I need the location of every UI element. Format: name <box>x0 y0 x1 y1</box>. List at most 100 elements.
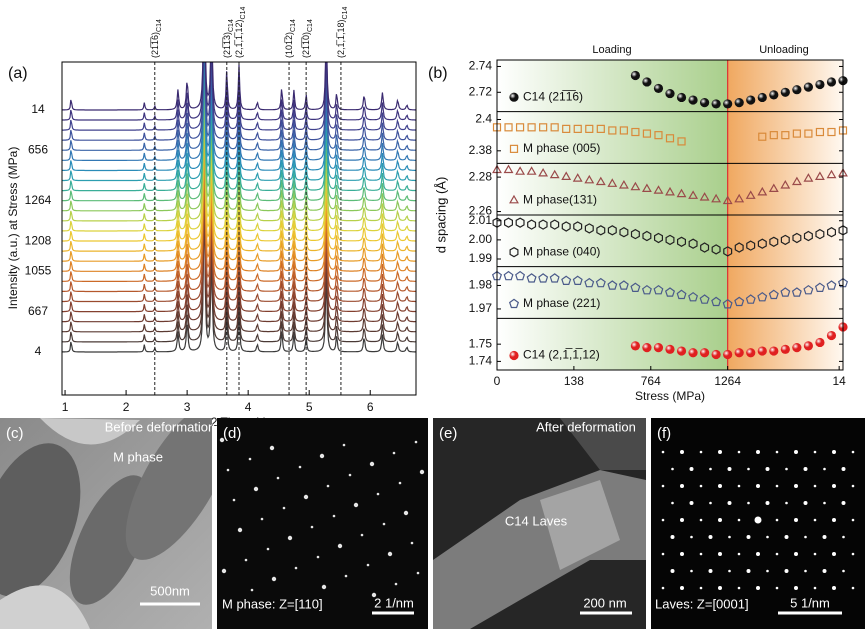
legend-marker <box>509 92 519 102</box>
legend-label: M phase(131) <box>523 193 597 207</box>
data-point <box>503 270 514 281</box>
spot <box>813 518 817 522</box>
spot <box>303 494 309 500</box>
spot <box>271 576 277 582</box>
image-d: (d) M phase: Z=[110] 2 1/nm <box>217 418 428 629</box>
spot <box>765 467 770 471</box>
data-point <box>538 168 549 177</box>
data-point <box>791 176 802 186</box>
reflection-index: (21̅1̅6) <box>150 32 160 58</box>
reflection-phase: C14 <box>156 19 163 32</box>
data-point <box>549 169 560 179</box>
data-point <box>642 343 652 353</box>
data-point <box>688 190 699 199</box>
series-label: 1055 <box>25 264 52 278</box>
data-point <box>526 273 537 283</box>
x-tick-label: 14 <box>832 374 846 388</box>
data-point <box>607 280 618 290</box>
data-point <box>527 219 537 230</box>
spot <box>784 569 789 573</box>
spot <box>661 586 665 590</box>
spot <box>316 555 320 559</box>
spot <box>332 514 336 518</box>
spot <box>670 569 675 573</box>
spot <box>794 586 798 590</box>
spot <box>661 450 665 454</box>
spot <box>851 552 855 556</box>
data-point <box>780 179 791 189</box>
reflection-index: (21̅1̅0) <box>302 32 312 58</box>
data-point <box>515 166 526 175</box>
spot <box>699 484 703 488</box>
spot <box>756 484 760 488</box>
y-tick-label: 2.74 <box>469 59 493 73</box>
data-point <box>815 127 825 137</box>
spot <box>756 450 760 454</box>
data-point <box>826 330 837 341</box>
data-point <box>618 179 629 189</box>
spot <box>842 535 845 539</box>
spot <box>746 535 751 539</box>
spot <box>319 453 325 459</box>
spot <box>841 501 846 505</box>
data-point <box>746 95 756 105</box>
spot <box>804 535 807 539</box>
image-e: (e) After deformation C14 Laves 200 nm <box>433 418 646 629</box>
spot <box>250 588 254 592</box>
spot <box>832 484 836 488</box>
data-point <box>769 131 778 140</box>
data-point <box>607 225 617 236</box>
spot <box>785 501 788 505</box>
data-point <box>653 232 664 244</box>
spot <box>822 569 827 573</box>
spot <box>237 527 243 533</box>
x-tick-label: 5 <box>306 400 313 414</box>
series-label: 4 <box>35 344 42 358</box>
spot <box>747 501 750 505</box>
spot <box>369 461 375 467</box>
data-point <box>700 98 710 108</box>
spot <box>832 518 836 522</box>
data-point <box>595 176 606 186</box>
texture <box>0 418 212 629</box>
data-point <box>723 99 733 109</box>
data-point <box>572 275 583 285</box>
spot <box>709 467 712 471</box>
spot <box>392 451 396 455</box>
data-point <box>572 173 583 182</box>
data-point <box>746 240 756 251</box>
spots <box>661 450 855 590</box>
data-point <box>803 230 813 242</box>
spot <box>403 510 409 516</box>
data-point <box>826 227 837 238</box>
spot <box>670 535 675 539</box>
data-point <box>608 126 617 135</box>
legend-label: C14 (2,1̅,1̅,12) <box>523 348 600 362</box>
spot <box>382 522 386 526</box>
data-point <box>769 346 779 356</box>
data-point <box>768 289 779 300</box>
spot <box>785 467 788 471</box>
x-tick-label: 764 <box>641 374 661 388</box>
feature-label: C14 Laves <box>505 513 568 528</box>
data-point <box>630 341 641 351</box>
data-point <box>815 228 825 240</box>
spot <box>804 569 807 573</box>
y-tick-label: 1.97 <box>469 301 493 315</box>
spot <box>823 501 826 505</box>
phase-label: Loading <box>592 44 631 56</box>
spot <box>754 516 762 524</box>
y-tick-label: 2.72 <box>469 84 493 98</box>
y-tick-label: 2.01 <box>469 213 493 227</box>
reflection-phase: C14 <box>228 19 235 32</box>
reflection-index: (101̅2) <box>284 32 294 58</box>
data-point <box>757 186 768 196</box>
data-point <box>585 124 594 133</box>
x-tick-label: 1264 <box>714 374 741 388</box>
spot <box>775 484 779 488</box>
spot <box>680 450 684 454</box>
spot <box>661 484 665 488</box>
data-point <box>550 219 560 230</box>
data-point <box>803 341 814 351</box>
spot <box>269 445 275 451</box>
